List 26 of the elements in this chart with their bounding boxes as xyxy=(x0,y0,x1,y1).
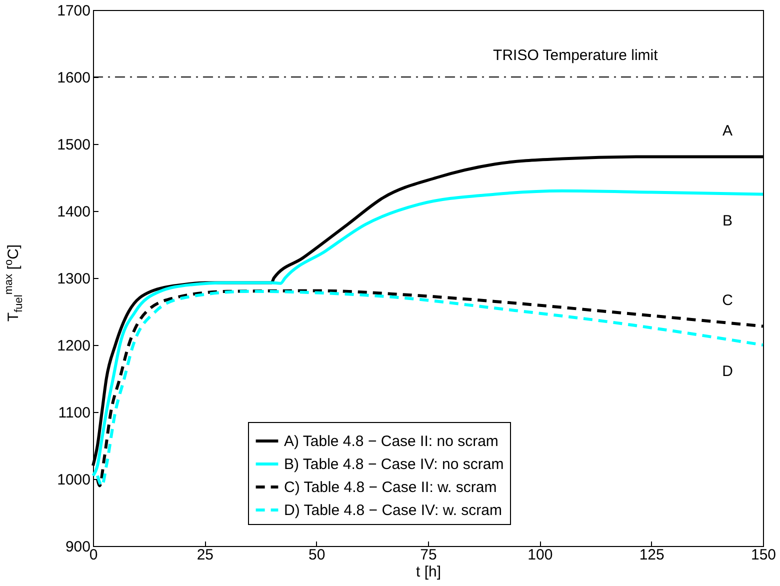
annotation: D xyxy=(722,363,734,380)
y-tick-label: 1100 xyxy=(58,404,90,422)
x-tick-label: 125 xyxy=(639,546,664,564)
y-tick-label: 900 xyxy=(65,538,90,556)
x-tick-label: 75 xyxy=(420,546,437,564)
x-tick-label: 150 xyxy=(750,546,776,564)
x-tick-label: 25 xyxy=(196,546,214,564)
y-tick-label: 1000 xyxy=(57,472,90,488)
x-axis-title: t [h] xyxy=(416,564,442,580)
y-tick-label: 1500 xyxy=(57,136,90,154)
y-tick-label: 1600 xyxy=(57,70,90,86)
ref-line-label: TRISO Temperature limit xyxy=(493,47,659,64)
y-tick-label: 1300 xyxy=(57,270,90,288)
legend-label: B) Table 4.8 − Case IV: no scram xyxy=(284,456,504,473)
legend-label: C) Table 4.8 − Case II: w. scram xyxy=(284,479,497,496)
annotation: A xyxy=(722,122,732,140)
y-tick-label: 1400 xyxy=(57,204,90,220)
legend-label: D) Table 4.8 − Case IV: w. scram xyxy=(284,502,502,519)
x-tick-label: 0 xyxy=(89,546,98,564)
legend-label: A) Table 4.8 − Case II: no scram xyxy=(284,433,498,450)
y-tick-label: 1700 xyxy=(57,2,90,20)
x-tick-label: 100 xyxy=(528,546,553,564)
annotation: C xyxy=(722,292,734,310)
y-tick-label: 1200 xyxy=(57,338,90,354)
x-tick-label: 50 xyxy=(308,546,326,564)
annotation: B xyxy=(722,212,732,230)
